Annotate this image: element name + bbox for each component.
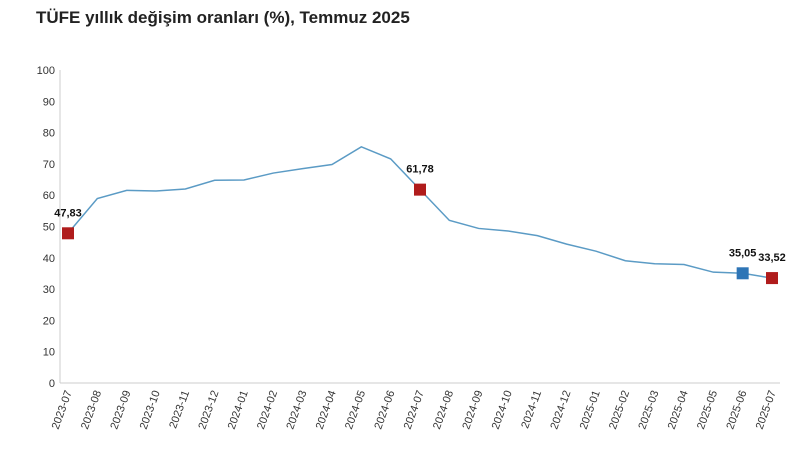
highlight-marker: [62, 227, 74, 240]
x-tick-label: 2023-09: [108, 389, 133, 431]
x-tick-label: 2024-03: [284, 389, 309, 431]
x-tick-label: 2024-08: [431, 389, 456, 431]
data-label: 61,78: [406, 164, 434, 176]
data-label: 47,83: [54, 207, 82, 219]
chart-title: TÜFE yıllık değişim oranları (%), Temmuz…: [36, 8, 410, 27]
highlight-marker: [766, 272, 778, 285]
x-tick-label: 2025-07: [754, 389, 779, 431]
y-tick-label: 0: [49, 378, 55, 390]
x-tick-label: 2025-05: [695, 389, 720, 431]
x-tick-label: 2023-12: [196, 389, 221, 431]
y-tick-label: 90: [43, 96, 55, 108]
x-tick-label: 2025-06: [724, 389, 749, 431]
x-tick-label: 2024-05: [343, 389, 368, 431]
x-tick-label: 2024-04: [314, 389, 339, 431]
y-tick-label: 100: [37, 65, 55, 77]
x-tick-label: 2024-10: [490, 389, 515, 431]
y-tick-label: 70: [43, 159, 55, 171]
x-tick-label: 2023-11: [167, 389, 192, 430]
data-label: 33,52: [758, 252, 786, 264]
y-tick-label: 40: [43, 253, 55, 265]
y-tick-label: 80: [43, 128, 55, 140]
y-tick-label: 60: [43, 190, 55, 202]
x-tick-label: 2025-04: [666, 389, 691, 431]
x-tick-label: 2023-08: [79, 389, 104, 431]
x-tick-label: 2023-07: [50, 389, 75, 431]
x-tick-label: 2023-10: [138, 389, 163, 431]
x-tick-label: 2025-03: [636, 389, 661, 431]
x-tick-label: 2025-01: [578, 389, 603, 431]
highlight-marker: [414, 183, 426, 196]
y-tick-label: 30: [43, 284, 55, 296]
x-tick-label: 2024-09: [460, 389, 485, 431]
x-tick-label: 2024-01: [226, 389, 251, 431]
y-tick-label: 50: [43, 222, 55, 234]
x-tick-label: 2024-02: [255, 389, 280, 431]
x-tick-label: 2024-06: [372, 389, 397, 431]
x-tick-label: 2024-12: [548, 389, 573, 431]
x-tick-label: 2025-02: [607, 389, 632, 431]
data-label: 35,05: [729, 247, 757, 259]
y-tick-label: 20: [43, 315, 55, 327]
x-tick-label: 2024-11: [519, 389, 544, 430]
x-tick-label: 2024-07: [402, 389, 427, 431]
highlight-marker: [736, 267, 749, 280]
y-tick-label: 10: [43, 347, 55, 359]
